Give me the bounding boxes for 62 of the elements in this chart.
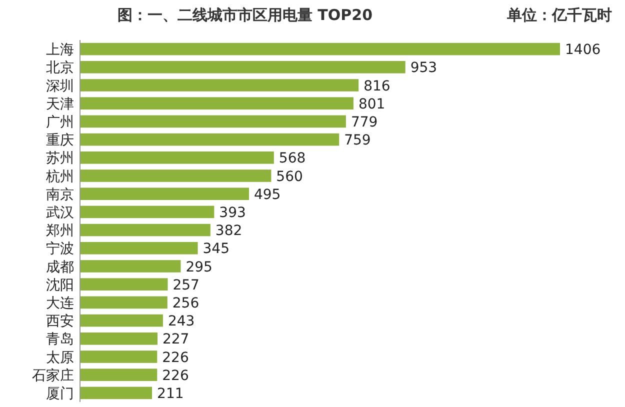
data-label: 816 — [364, 78, 390, 94]
y-tick-label: 重庆 — [46, 132, 74, 149]
bar — [80, 368, 158, 382]
bar — [80, 206, 214, 218]
bar — [80, 60, 406, 74]
y-tick-label: 厦门 — [46, 386, 74, 402]
bar — [80, 151, 274, 164]
data-label: 257 — [172, 277, 200, 294]
chart-subtitle: 单位：亿千瓦时 — [506, 6, 612, 24]
data-label: 953 — [410, 60, 438, 76]
bar — [80, 42, 560, 56]
data-label: 560 — [276, 168, 303, 185]
y-tick-label: 深圳 — [46, 78, 74, 94]
data-label: 382 — [215, 223, 242, 240]
bar — [80, 278, 168, 291]
y-tick-label: 北京 — [46, 60, 74, 76]
y-tick-label: 成都 — [46, 259, 74, 276]
bar — [80, 296, 168, 309]
y-tick-label: 杭州 — [45, 168, 74, 185]
y-tick-label: 武汉 — [46, 204, 74, 221]
bar — [80, 386, 152, 400]
bar — [80, 115, 346, 128]
bar — [80, 79, 359, 92]
y-tick-label: 广州 — [46, 114, 74, 130]
bar — [80, 242, 198, 254]
y-tick-label: 沈阳 — [46, 277, 74, 294]
data-label: 211 — [157, 386, 184, 402]
y-tick-label: 郑州 — [46, 223, 74, 240]
bar — [80, 314, 163, 327]
data-label: 779 — [350, 114, 378, 130]
y-tick-label: 上海 — [46, 42, 74, 58]
data-label: 227 — [162, 332, 190, 348]
y-tick-label: 青岛 — [46, 332, 74, 348]
y-tick-label: 西安 — [46, 314, 74, 330]
data-label: 759 — [344, 132, 371, 149]
data-label: 495 — [254, 186, 281, 203]
data-label: 226 — [162, 350, 189, 366]
chart-title: 图：一、二线城市市区用电量 TOP20 — [117, 6, 373, 24]
bar — [80, 350, 158, 363]
data-label: 295 — [186, 259, 212, 276]
data-label: 345 — [202, 241, 230, 258]
bar — [80, 188, 249, 200]
y-tick-label: 大连 — [46, 295, 74, 312]
y-tick-label: 苏州 — [46, 150, 74, 167]
y-tick-label: 南京 — [46, 186, 74, 203]
data-label: 243 — [168, 314, 195, 330]
data-label: 256 — [172, 295, 200, 312]
data-label: 226 — [162, 368, 189, 384]
bar — [80, 224, 210, 236]
data-label: 393 — [219, 204, 246, 221]
bar — [80, 97, 354, 110]
data-label: 568 — [278, 150, 306, 167]
bar — [80, 170, 272, 182]
bar — [80, 260, 181, 272]
bar — [80, 332, 158, 345]
y-tick-label: 宁波 — [46, 241, 74, 258]
bar — [80, 133, 340, 146]
data-label: 801 — [358, 96, 386, 112]
y-tick-label: 石家庄 — [32, 368, 74, 384]
y-tick-label: 太原 — [46, 350, 74, 366]
data-label: 1406 — [565, 42, 601, 58]
y-tick-label: 天津 — [46, 96, 74, 112]
